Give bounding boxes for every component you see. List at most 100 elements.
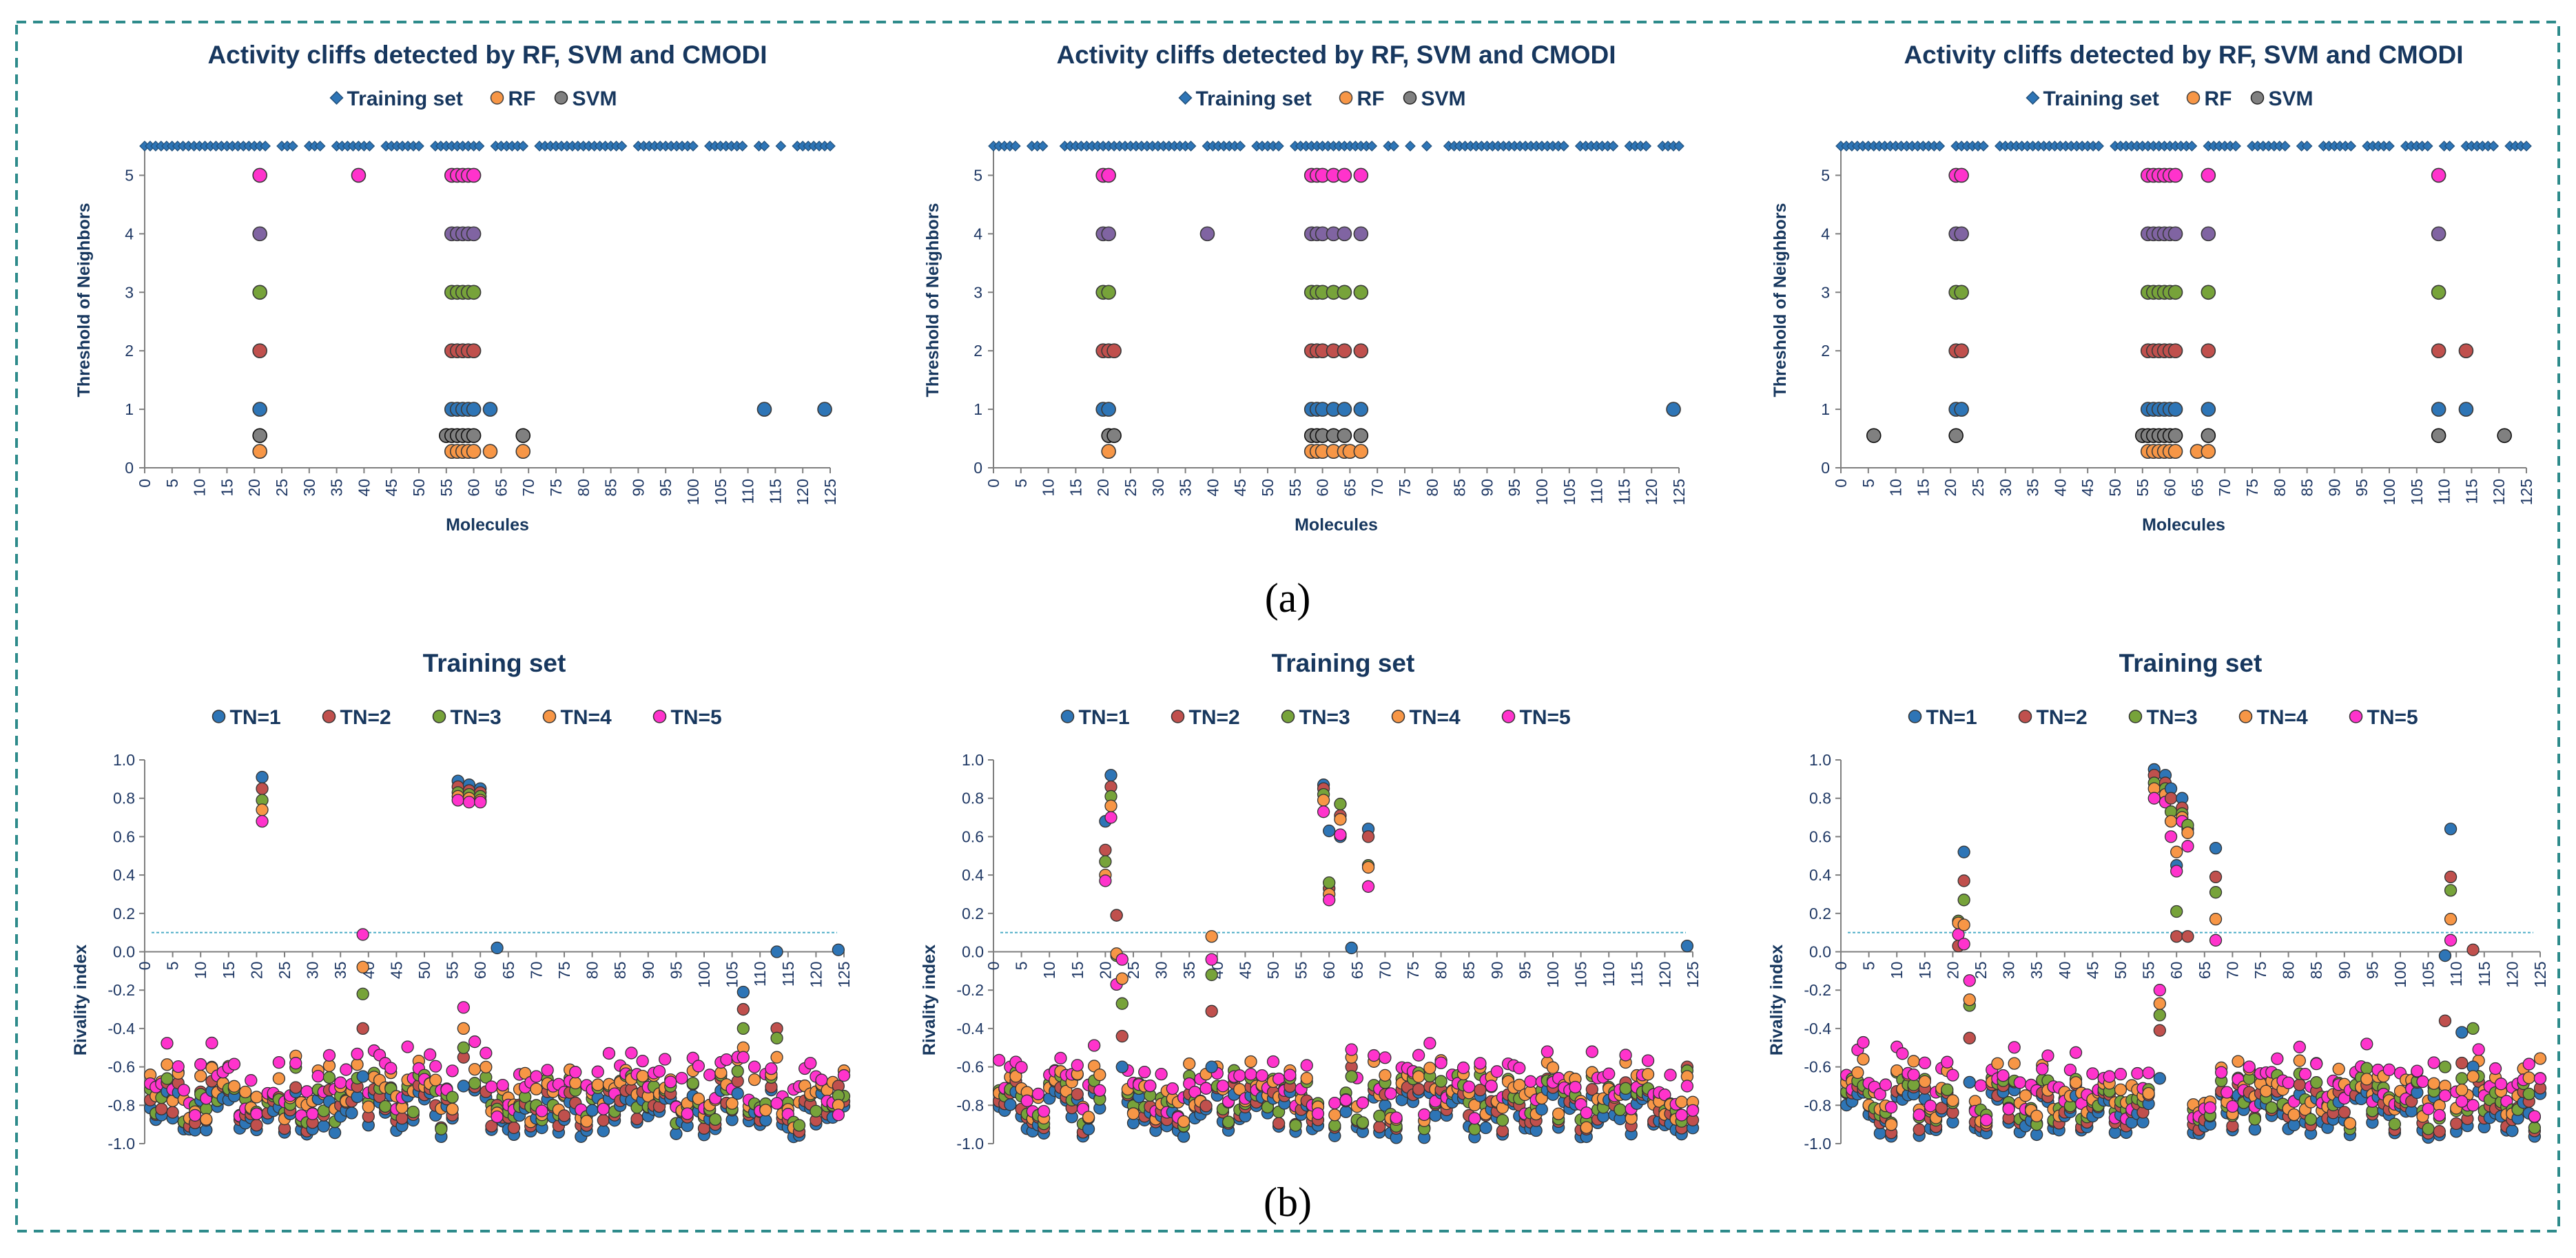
point-tn1 [466, 402, 482, 417]
x-tick-label: 55 [437, 479, 455, 497]
point-tn5 [1619, 1049, 1632, 1062]
point-svm [1866, 428, 1882, 444]
point-tn4 [1857, 1053, 1870, 1066]
x-tick-label: 5 [1859, 479, 1877, 488]
point-tn5 [1997, 1069, 2010, 1082]
point-tn1 [597, 1124, 610, 1137]
point-tn3 [1614, 1103, 1627, 1116]
legend-label-tn5: TN=5 [1520, 706, 1571, 729]
point-tn3 [2265, 1101, 2278, 1114]
x-tick-label: 50 [1264, 962, 1282, 980]
point-tn2 [1071, 1088, 1084, 1101]
y-tick-label: 0.0 [113, 943, 135, 961]
point-svm [252, 428, 267, 444]
x-tick-label: 50 [2112, 962, 2130, 980]
x-tick-label: 75 [555, 962, 573, 980]
peak-point-tn5 [356, 928, 369, 941]
y-axis-title: Threshold of Neighbors [74, 203, 94, 398]
peak-point-tn5 [2466, 1099, 2480, 1112]
x-tick-label: 70 [1376, 962, 1394, 980]
y-tick-label: 0.2 [113, 905, 135, 922]
x-tick-label: 105 [723, 962, 741, 988]
point-tn5 [496, 1078, 509, 1092]
y-tick-label: 5 [125, 166, 134, 184]
point-tn4 [1126, 1107, 1140, 1120]
x-tick-label: 70 [519, 479, 537, 497]
x-tick-label: 20 [245, 479, 263, 497]
point-tn3 [792, 1119, 806, 1132]
point-tn5 [1144, 1079, 1157, 1093]
x-tick-label: 125 [2517, 479, 2535, 505]
point-tn5 [659, 1053, 672, 1066]
point-tn5 [1658, 1089, 1671, 1102]
peak-point-tn4 [256, 803, 269, 816]
x-tick-label: 60 [1320, 962, 1338, 980]
point-svm [1337, 428, 1352, 444]
point-tn1 [2201, 402, 2216, 417]
rivality-chart-1: Training set TN=1 TN=2 TN=3 TN=4 TN=5 1.0 0.8 0.… [71, 649, 853, 1153]
training-point [1185, 141, 1197, 152]
point-tn5 [535, 1104, 548, 1117]
point-tn5 [1873, 1088, 1886, 1101]
point-tn3 [1353, 285, 1369, 300]
x-tick-label: 25 [1972, 962, 1990, 980]
point-svm [466, 428, 482, 444]
training-point [1558, 141, 1569, 152]
x-tick-label: 50 [410, 479, 428, 497]
point-tn1 [1101, 402, 1116, 417]
x-tick-label: 90 [2325, 479, 2343, 497]
training-point [2444, 141, 2455, 152]
training-point [1978, 141, 1989, 152]
point-tn2 [2167, 343, 2183, 358]
peak-point-tn2 [2153, 1024, 2166, 1037]
cliff-chart-3: Activity cliffs detected by RF, SVM and … [1771, 41, 2535, 535]
x-tick-label: 5 [1013, 962, 1031, 971]
peak-point-tn3 [2444, 884, 2457, 897]
peak-point-tn2 [2466, 943, 2480, 956]
point-tn3 [810, 1104, 823, 1118]
x-tick-label: 0 [985, 962, 1002, 971]
training-point [825, 141, 836, 152]
point-tn5 [1954, 167, 1969, 183]
point-tn4 [1093, 1068, 1106, 1082]
x-tick-label: 10 [191, 479, 209, 497]
x-tick-label: 115 [1628, 962, 1646, 987]
training-point [287, 141, 298, 152]
point-tn4 [1546, 1061, 1560, 1074]
y-axis-title: Threshold of Neighbors [1771, 203, 1790, 398]
x-tick-label: 75 [1396, 479, 1414, 497]
point-tn3 [2528, 1121, 2542, 1134]
x-tick-label: 5 [163, 479, 181, 488]
peak-point-tn3 [2153, 1009, 2166, 1022]
peak-point-tn1 [736, 985, 750, 999]
x-tick-label: 65 [2196, 962, 2214, 980]
point-tn3 [379, 1100, 392, 1113]
point-tn1 [328, 1126, 342, 1140]
legend-label-tn1: TN=1 [1079, 706, 1130, 729]
x-tick-label: 125 [835, 962, 853, 988]
point-tn5 [804, 1057, 817, 1070]
peak-point-tn4 [2209, 913, 2223, 926]
legend-marker-svm [1403, 91, 1417, 105]
point-tn5 [1879, 1078, 1893, 1091]
x-tick-label: 25 [1122, 479, 1140, 497]
legend-label-training: Training set [2043, 87, 2159, 110]
point-tn5 [2142, 1066, 2155, 1080]
peak-point-tn2 [1110, 909, 1123, 922]
peak-point-tn1 [832, 943, 845, 956]
point-rf [2201, 444, 2216, 460]
point-tn5 [664, 1075, 677, 1089]
point-tn5 [1485, 1080, 1498, 1093]
rivality-chart-2: Training set TN=1 TN=2 TN=3 TN=4 TN=5 1.0 0.8 0.… [920, 649, 1702, 1153]
y-tick-label: 2 [125, 342, 134, 360]
peak-point-tn5 [1317, 805, 1330, 818]
point-tn4 [2114, 1083, 2127, 1096]
training-point [1934, 141, 1946, 152]
point-tn3 [1496, 1113, 1509, 1127]
point-tn3 [2167, 285, 2183, 300]
peak-point-tn5 [474, 796, 487, 809]
y-tick-label: -0.6 [956, 1058, 984, 1076]
training-point [2230, 141, 2241, 152]
point-tn5 [1368, 1049, 1381, 1062]
y-tick-label: -0.4 [1804, 1020, 1831, 1038]
